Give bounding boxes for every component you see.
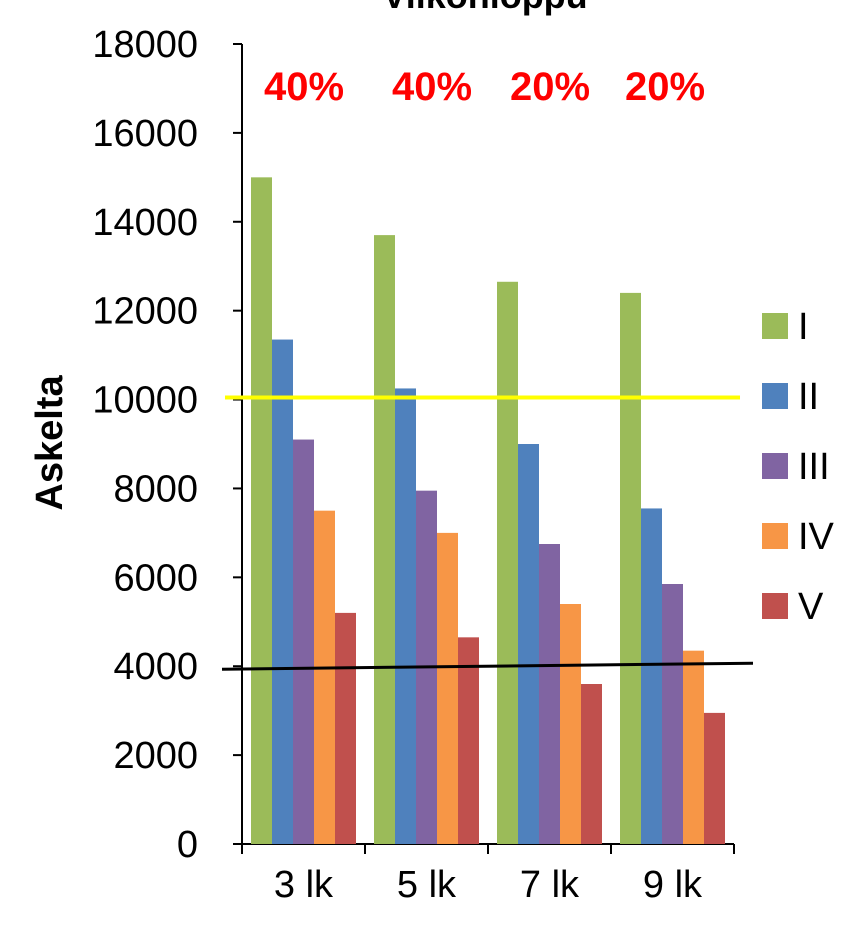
bar bbox=[374, 235, 395, 845]
x-category-label: 9 lk bbox=[643, 864, 703, 906]
bar bbox=[458, 637, 479, 844]
legend-label: V bbox=[798, 586, 824, 628]
y-axis-label: Askelta bbox=[29, 375, 71, 511]
percentage-annotation: 40% bbox=[264, 65, 344, 109]
bar bbox=[314, 510, 335, 844]
x-category-label: 5 lk bbox=[397, 864, 457, 906]
legend-swatch bbox=[762, 523, 788, 549]
bar bbox=[497, 281, 518, 844]
legend-label: II bbox=[798, 376, 819, 418]
bar bbox=[581, 684, 602, 844]
percentage-annotation: 20% bbox=[510, 65, 590, 109]
legend-label: III bbox=[798, 446, 830, 488]
y-tick-label: 14000 bbox=[92, 202, 198, 244]
y-tick-label: 2000 bbox=[113, 735, 198, 777]
chart-title: Viikonloppu bbox=[382, 0, 587, 16]
bar bbox=[293, 439, 314, 844]
y-tick-label: 18000 bbox=[92, 24, 198, 66]
bar bbox=[620, 292, 641, 844]
bar bbox=[437, 532, 458, 844]
bar bbox=[662, 584, 683, 844]
legend-label: IV bbox=[798, 516, 835, 558]
y-tick-label: 10000 bbox=[92, 380, 198, 422]
bar bbox=[251, 177, 272, 845]
reference-line bbox=[221, 661, 754, 671]
legend-label: I bbox=[798, 306, 809, 348]
bar bbox=[704, 712, 725, 844]
legend-swatch bbox=[762, 313, 788, 339]
legend-swatch bbox=[762, 453, 788, 479]
y-tick-label: 0 bbox=[177, 824, 198, 866]
plot-area: 0 2000 4000 6000 8000 10000 12000 14000 16000 180… bbox=[92, 24, 834, 906]
y-tick-label: 16000 bbox=[92, 113, 198, 155]
percentage-annotation: 20% bbox=[625, 65, 705, 109]
y-tick-label: 8000 bbox=[113, 468, 198, 510]
bar bbox=[683, 650, 704, 844]
y-tick-label: 12000 bbox=[92, 291, 198, 333]
y-tick-label: 6000 bbox=[113, 557, 198, 599]
bar bbox=[335, 612, 356, 844]
bar bbox=[272, 339, 293, 844]
bar bbox=[560, 604, 581, 844]
x-category-label: 7 lk bbox=[520, 864, 580, 906]
bar bbox=[518, 444, 539, 844]
y-tick-label: 4000 bbox=[113, 646, 198, 688]
bar bbox=[395, 388, 416, 844]
legend-swatch bbox=[762, 593, 788, 619]
x-category-label: 3 lk bbox=[274, 864, 334, 906]
percentage-annotation: 40% bbox=[392, 65, 472, 109]
legend-swatch bbox=[762, 383, 788, 409]
bar bbox=[539, 544, 560, 844]
bar bbox=[641, 508, 662, 844]
